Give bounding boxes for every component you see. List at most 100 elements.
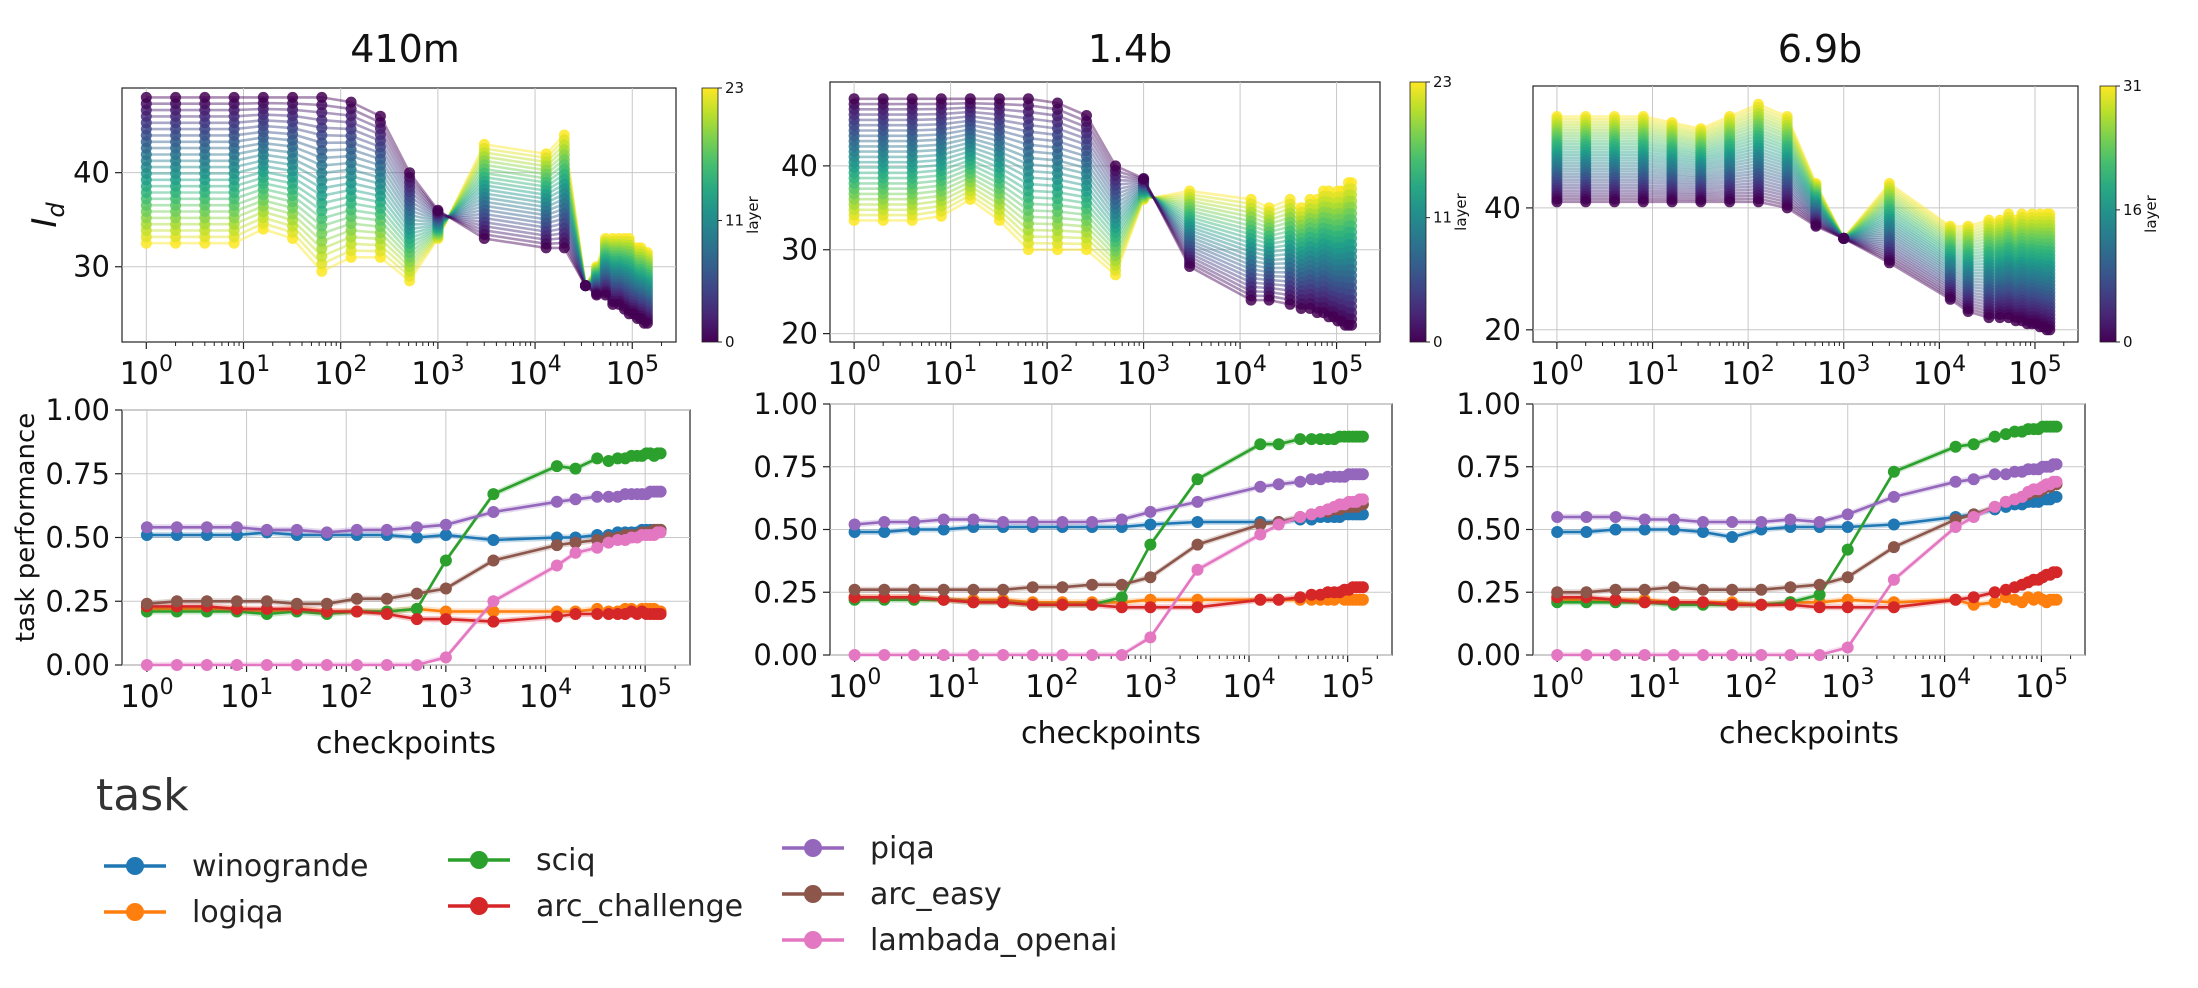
legend-item-logiqa: logiqa xyxy=(104,895,284,930)
data-point xyxy=(290,597,303,610)
legend-label: arc_easy xyxy=(870,877,1002,912)
data-point xyxy=(1784,598,1797,611)
colorbar-label: layer xyxy=(2142,194,2160,232)
x-tick-label: 102 xyxy=(1724,665,1777,705)
layer-point xyxy=(1666,196,1678,208)
data-point xyxy=(1356,593,1369,606)
layer-point xyxy=(316,114,328,126)
layer-point xyxy=(1994,312,2006,324)
y-tick-label: 20 xyxy=(1484,313,1521,347)
data-point xyxy=(591,490,604,503)
legend-item-arc_easy: arc_easy xyxy=(782,877,1002,912)
layer-point xyxy=(1110,160,1121,172)
id-axes-2: 100 101 102 103 104 105 20 40 6.9b 0 16 31 layer xyxy=(1484,27,2160,392)
data-point xyxy=(1056,516,1069,528)
data-point xyxy=(602,455,615,467)
layer-point xyxy=(316,137,328,149)
data-point xyxy=(350,592,363,605)
series-lambada_openai xyxy=(1551,475,2063,661)
layer-point xyxy=(316,258,328,270)
data-point xyxy=(569,493,582,506)
data-point xyxy=(908,516,920,528)
data-point xyxy=(591,452,604,465)
data-point xyxy=(1755,649,1768,661)
data-point xyxy=(410,587,423,600)
data-point xyxy=(170,595,183,608)
data-point xyxy=(1813,516,1826,528)
data-point xyxy=(1580,586,1593,599)
x-tick-label: 100 xyxy=(120,675,173,715)
layer-point xyxy=(316,91,328,103)
layer-point xyxy=(558,242,570,254)
data-point xyxy=(1144,538,1157,551)
data-point xyxy=(1726,583,1739,596)
y-axis-label: task performance xyxy=(11,413,41,643)
data-point xyxy=(1272,518,1285,531)
data-point xyxy=(1115,601,1128,614)
x-tick-label: 105 xyxy=(1321,665,1374,705)
data-point xyxy=(1294,591,1307,604)
data-point xyxy=(1356,468,1369,481)
data-point xyxy=(200,521,213,534)
data-point xyxy=(350,605,363,618)
data-point xyxy=(1580,526,1593,538)
data-point xyxy=(230,521,243,534)
data-point xyxy=(439,529,452,541)
x-tick-label: 101 xyxy=(1627,665,1680,705)
data-point xyxy=(997,583,1010,596)
x-tick-label: 101 xyxy=(220,675,273,715)
data-point xyxy=(1609,511,1622,523)
data-point xyxy=(1086,598,1099,611)
data-point xyxy=(654,447,667,460)
y-tick-label: 40 xyxy=(73,156,110,190)
data-point xyxy=(487,554,500,567)
layer-point xyxy=(1838,232,1850,244)
data-point xyxy=(230,659,243,671)
data-point xyxy=(967,596,980,609)
legend-marker xyxy=(126,857,144,875)
series-lambada_openai xyxy=(140,526,667,671)
data-point xyxy=(1144,601,1157,614)
data-point xyxy=(487,605,500,618)
layer-point xyxy=(540,242,552,254)
layer-point xyxy=(316,144,328,156)
id-axes-0: 100 101 102 103 104 105 30 40 410m 0 11 23 layer Id xyxy=(25,27,762,392)
layer-point xyxy=(1022,93,1034,105)
data-point xyxy=(569,462,582,475)
layer-point xyxy=(1245,294,1257,306)
data-point xyxy=(1667,581,1680,594)
legend-label: winogrande xyxy=(192,849,369,884)
data-point xyxy=(290,659,303,671)
data-point xyxy=(550,495,563,508)
data-point xyxy=(1191,516,1204,528)
layer-point xyxy=(228,91,240,103)
data-point xyxy=(1755,516,1768,528)
data-point xyxy=(1967,438,1980,451)
data-point xyxy=(1813,649,1826,661)
legend-label: lambada_openai xyxy=(870,923,1117,958)
legend-item-sciq: sciq xyxy=(448,843,596,878)
data-point xyxy=(1609,523,1622,536)
legend-label: logiqa xyxy=(192,895,284,930)
y-tick-label: 1.00 xyxy=(1456,387,1521,421)
data-point xyxy=(1272,593,1285,606)
data-point xyxy=(170,659,183,671)
data-point xyxy=(1356,493,1369,506)
layer-point xyxy=(1551,196,1563,208)
data-point xyxy=(550,539,563,552)
layer-point xyxy=(1752,196,1764,208)
data-point xyxy=(1191,538,1204,551)
data-point xyxy=(878,526,891,538)
data-point xyxy=(1551,649,1564,661)
data-point xyxy=(2050,490,2063,503)
data-point xyxy=(260,595,273,608)
y-axis-label: Id xyxy=(25,202,70,228)
y-tick-label: 0.75 xyxy=(1456,450,1521,484)
data-point xyxy=(569,608,582,620)
data-point xyxy=(1813,601,1826,614)
data-point xyxy=(602,490,615,503)
y-tick-label: 1.00 xyxy=(45,393,110,427)
data-point xyxy=(380,608,393,620)
